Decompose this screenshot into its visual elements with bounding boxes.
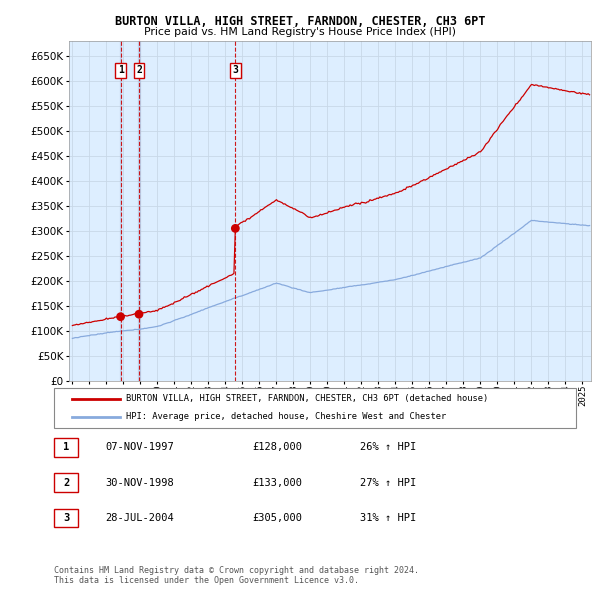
Bar bbox=[120, 41, 121, 381]
Point bbox=[116, 312, 125, 322]
Text: 2: 2 bbox=[136, 65, 142, 75]
Point bbox=[230, 224, 240, 233]
Text: 07-NOV-1997: 07-NOV-1997 bbox=[105, 442, 174, 452]
Text: Price paid vs. HM Land Registry's House Price Index (HPI): Price paid vs. HM Land Registry's House … bbox=[144, 27, 456, 37]
Text: 31% ↑ HPI: 31% ↑ HPI bbox=[360, 513, 416, 523]
Text: £128,000: £128,000 bbox=[252, 442, 302, 452]
Point bbox=[134, 310, 144, 319]
Text: 27% ↑ HPI: 27% ↑ HPI bbox=[360, 478, 416, 487]
Text: 26% ↑ HPI: 26% ↑ HPI bbox=[360, 442, 416, 452]
Text: 3: 3 bbox=[63, 513, 69, 523]
Text: HPI: Average price, detached house, Cheshire West and Chester: HPI: Average price, detached house, Ches… bbox=[126, 412, 446, 421]
Text: 2: 2 bbox=[63, 478, 69, 487]
Bar bbox=[138, 41, 140, 381]
Text: 1: 1 bbox=[63, 442, 69, 452]
Text: £305,000: £305,000 bbox=[252, 513, 302, 523]
Text: BURTON VILLA, HIGH STREET, FARNDON, CHESTER, CH3 6PT: BURTON VILLA, HIGH STREET, FARNDON, CHES… bbox=[115, 15, 485, 28]
Text: 30-NOV-1998: 30-NOV-1998 bbox=[105, 478, 174, 487]
Text: BURTON VILLA, HIGH STREET, FARNDON, CHESTER, CH3 6PT (detached house): BURTON VILLA, HIGH STREET, FARNDON, CHES… bbox=[126, 394, 488, 404]
Text: 1: 1 bbox=[118, 65, 124, 75]
Text: £133,000: £133,000 bbox=[252, 478, 302, 487]
Text: 3: 3 bbox=[232, 65, 238, 75]
Text: Contains HM Land Registry data © Crown copyright and database right 2024.
This d: Contains HM Land Registry data © Crown c… bbox=[54, 566, 419, 585]
Text: 28-JUL-2004: 28-JUL-2004 bbox=[105, 513, 174, 523]
